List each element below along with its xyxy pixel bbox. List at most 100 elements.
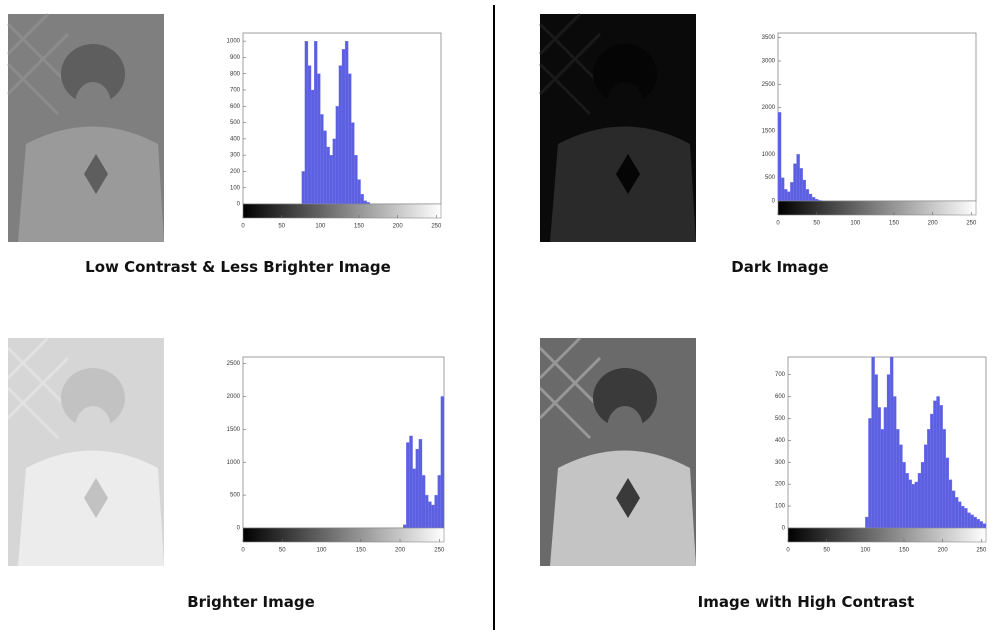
y-tick-label: 1500 [762,129,776,135]
intensity-bar [242,203,442,219]
histogram-bar [780,177,785,202]
histogram-bar [805,189,810,202]
histogram-bar [326,146,330,205]
y-tick-label: 300 [775,460,786,466]
histogram-bar [802,179,806,202]
histogram-bar [793,163,797,202]
histogram-bar [951,490,956,529]
histogram-bar [406,442,410,529]
histogram-bar [914,481,919,529]
histogram-bar [434,494,438,529]
x-tick-label: 150 [899,548,910,554]
histogram-bar [930,413,934,529]
y-tick-label: 3000 [762,59,776,65]
histogram-bar [323,130,327,205]
histogram-bar [871,356,875,529]
histogram-bar [310,89,315,205]
histogram-bar [896,429,900,529]
x-tick-label: 50 [279,548,286,554]
histogram-bar [301,171,306,205]
histogram-bar [428,501,432,529]
y-tick-label: 0 [237,526,241,532]
histogram-bar [958,501,962,529]
histogram-bar [936,396,940,529]
intensity-bar [777,200,977,216]
y-tick-label: 0 [782,526,786,532]
y-tick-label: 100 [230,185,241,191]
histogram-bar [796,154,800,202]
histogram-bar [954,497,959,529]
y-tick-label: 600 [775,394,786,400]
photo-lattice [6,336,70,440]
x-tick-label: 200 [938,548,949,554]
intensity-bar [787,527,987,543]
histogram-bar [889,356,894,529]
histogram-bar [982,523,987,529]
y-tick-label: 0 [772,199,776,205]
x-tick-label: 200 [393,224,404,230]
histogram-bar [307,65,312,205]
photo-emblem [616,478,640,518]
photo-lattice [538,336,602,440]
photo [6,12,164,242]
photo-emblem [84,478,108,518]
histogram-bar [329,154,333,205]
y-tick-label: 400 [775,438,786,444]
x-tick-label: 50 [278,224,285,230]
histogram-bar [437,475,442,529]
photo-hair [593,368,657,428]
x-tick-label: 100 [850,221,861,227]
histogram-bar [942,429,946,529]
x-tick-label: 100 [317,548,328,554]
photo-face [607,406,643,450]
histogram-bar [784,189,788,202]
photo-lattice [538,12,602,116]
histogram-bar [908,479,912,529]
x-tick-label: 250 [966,221,977,227]
y-tick-label: 100 [775,504,786,510]
y-tick-label: 800 [230,71,241,77]
caption: Low Contrast & Less Brighter Image [85,258,391,276]
histogram-bar [777,112,782,202]
histogram-bar [964,508,968,529]
y-tick-label: 1500 [227,427,241,433]
x-tick-label: 50 [823,548,830,554]
histogram-bar [911,484,915,529]
y-tick-label: 400 [230,136,241,142]
histogram-bar [868,418,872,529]
histogram-bar [418,439,423,529]
photo-face [75,82,111,126]
histogram-bar [357,179,361,205]
histogram-bar [939,405,943,529]
photo-face [75,406,111,450]
histogram-bar [304,40,309,205]
histogram-bar [317,73,321,205]
y-tick-label: 2500 [227,361,241,367]
histogram-bar [923,444,928,529]
y-tick-label: 700 [230,88,241,94]
histogram-bar [880,429,885,529]
x-tick-label: 0 [241,548,245,554]
photo [538,336,696,566]
y-tick-label: 300 [230,153,241,159]
y-tick-label: 2000 [762,105,776,111]
histogram-bar [967,512,971,529]
histogram-bar [338,65,343,205]
y-tick-label: 200 [775,482,786,488]
y-tick-label: 1000 [762,152,776,158]
histogram-bar [902,462,906,529]
histogram-bar [409,435,413,529]
caption: Brighter Image [187,593,315,611]
histogram-bar [787,191,791,202]
y-tick-label: 2000 [227,394,241,400]
y-tick-label: 500 [775,416,786,422]
histogram-bar [933,400,937,529]
y-tick-label: 200 [230,169,241,175]
x-tick-label: 0 [241,224,245,230]
x-tick-label: 250 [976,548,987,554]
histogram-bar [877,407,881,529]
histogram-bar [893,396,897,529]
y-tick-label: 500 [765,175,776,181]
x-tick-label: 200 [395,548,406,554]
